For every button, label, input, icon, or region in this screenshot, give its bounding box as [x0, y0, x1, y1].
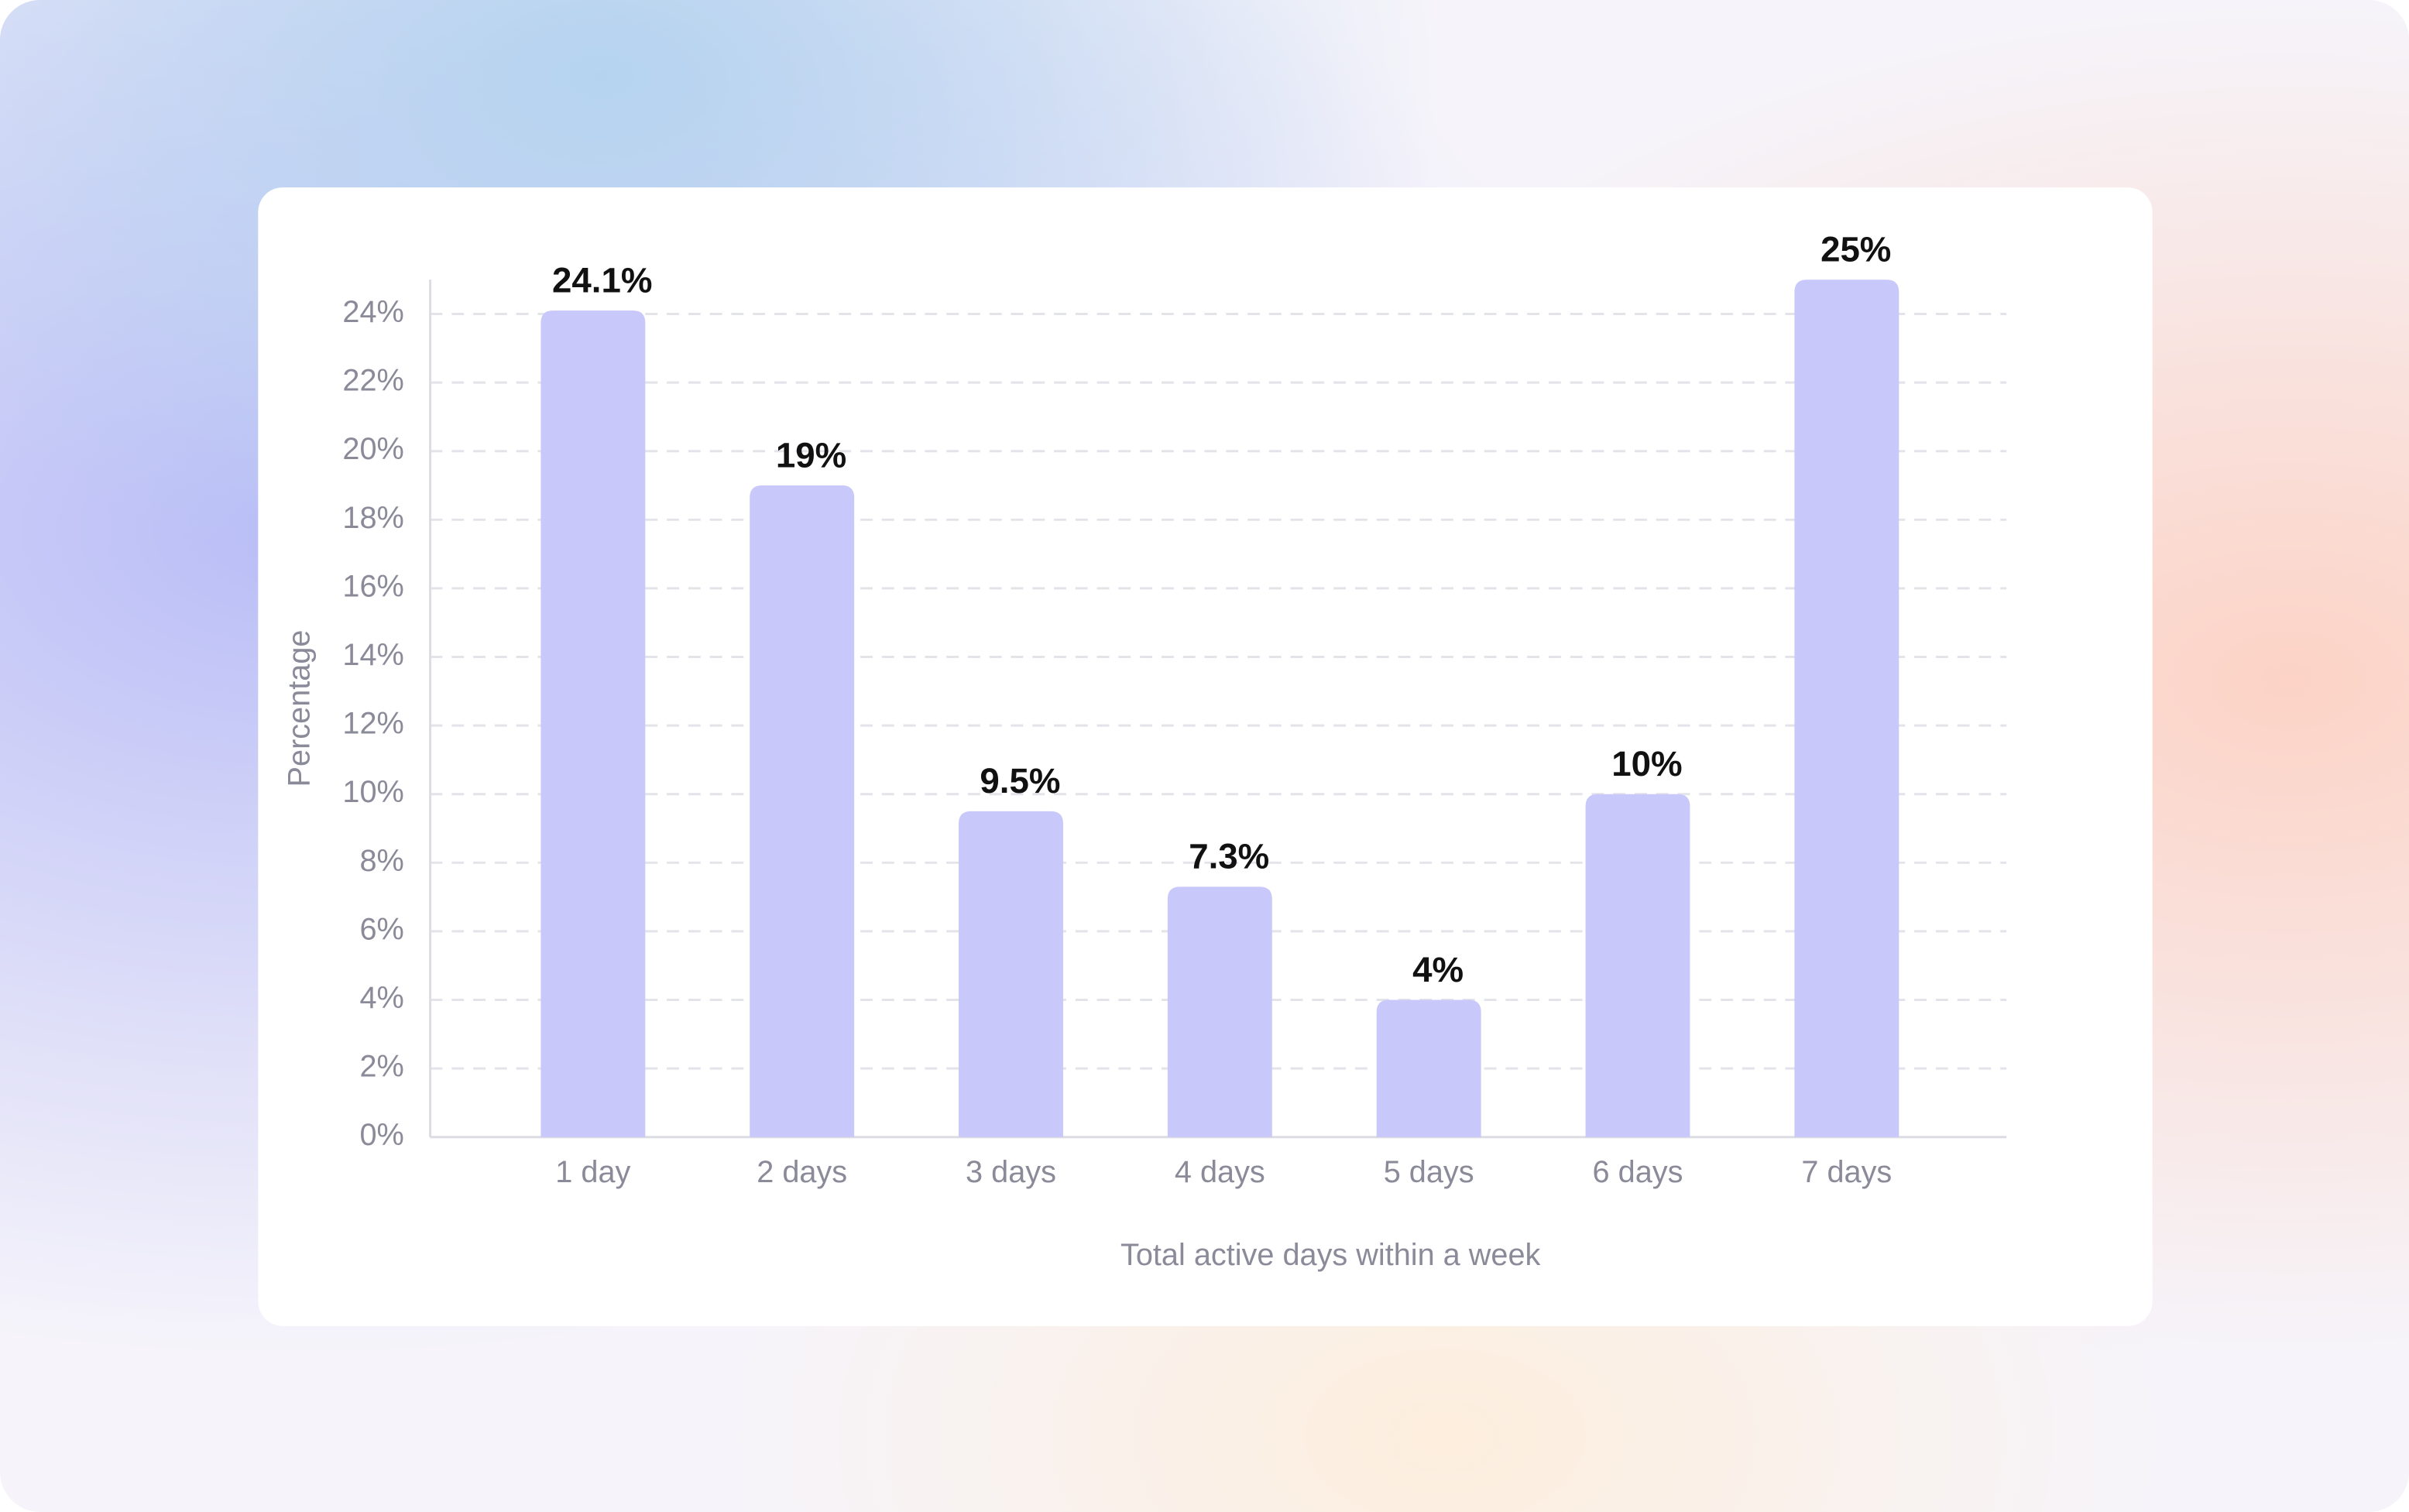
- y-tick-label: 10%: [342, 775, 403, 809]
- y-tick-label: 4%: [359, 981, 403, 1015]
- y-tick-label: 8%: [359, 844, 403, 878]
- x-tick-label: 2 days: [757, 1155, 847, 1189]
- value-label: 19%: [776, 435, 846, 475]
- bar: [1794, 279, 1899, 1137]
- value-label: 24.1%: [552, 260, 652, 300]
- x-tick-label: 7 days: [1801, 1155, 1892, 1189]
- y-tick-label: 14%: [342, 638, 403, 672]
- bar: [750, 485, 855, 1137]
- bar: [540, 310, 646, 1137]
- x-tick-label: 1 day: [555, 1155, 630, 1189]
- x-tick-label: 5 days: [1384, 1155, 1474, 1189]
- y-tick-label: 16%: [342, 569, 403, 603]
- y-tick-label: 20%: [342, 432, 403, 466]
- y-tick-label: 2%: [359, 1050, 403, 1084]
- y-tick-label: 18%: [342, 501, 403, 535]
- bar: [1376, 999, 1481, 1137]
- x-tick-label: 3 days: [966, 1155, 1056, 1189]
- y-tick-label: 0%: [359, 1118, 403, 1152]
- value-label: 4%: [1412, 950, 1464, 989]
- bar: [1585, 794, 1690, 1137]
- value-label: 25%: [1820, 230, 1891, 269]
- plot: 0% 2% 4% 6% 8% 10% 12% 14% 16% 18% 20% 22% 24% 1 day 2…: [342, 230, 2007, 1189]
- value-label: 10%: [1611, 744, 1682, 783]
- x-axis-label: Total active days within a week: [1120, 1238, 1541, 1272]
- y-axis-label: Percentage: [282, 629, 316, 787]
- x-tick-label: 6 days: [1593, 1155, 1683, 1189]
- x-tick-label: 4 days: [1175, 1155, 1265, 1189]
- value-label: 9.5%: [980, 761, 1060, 801]
- y-tick-label: 22%: [342, 364, 403, 398]
- y-tick-label: 12%: [342, 707, 403, 741]
- bar: [959, 811, 1063, 1137]
- y-tick-label: 6%: [359, 912, 403, 946]
- y-tick-label: 24%: [342, 295, 403, 329]
- bar: [1167, 886, 1272, 1137]
- value-label: 7.3%: [1189, 837, 1269, 876]
